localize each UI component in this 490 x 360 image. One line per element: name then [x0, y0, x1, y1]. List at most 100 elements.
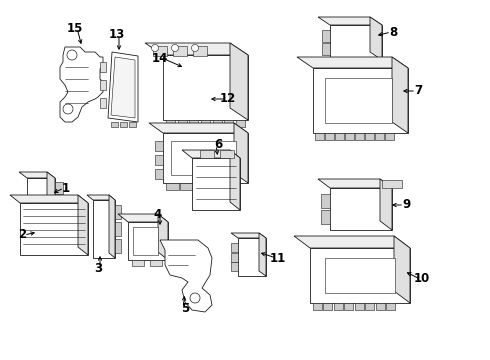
- Polygon shape: [259, 233, 266, 276]
- Bar: [355, 133, 364, 140]
- Text: 2: 2: [18, 229, 26, 242]
- Bar: [322, 30, 330, 42]
- Bar: [194, 183, 207, 190]
- Bar: [321, 194, 330, 208]
- Circle shape: [67, 50, 77, 60]
- Polygon shape: [118, 214, 168, 222]
- Bar: [322, 43, 330, 55]
- Bar: [323, 303, 332, 310]
- Bar: [132, 260, 144, 266]
- Bar: [382, 180, 402, 188]
- Bar: [55, 207, 63, 219]
- Bar: [316, 133, 324, 140]
- Bar: [166, 120, 175, 127]
- Bar: [231, 243, 238, 252]
- Bar: [100, 98, 106, 108]
- Bar: [231, 262, 238, 271]
- Bar: [129, 122, 136, 127]
- Text: 14: 14: [152, 51, 168, 64]
- Text: 7: 7: [414, 85, 422, 98]
- Polygon shape: [93, 200, 115, 258]
- Bar: [100, 80, 106, 90]
- Polygon shape: [318, 179, 392, 188]
- Bar: [321, 210, 330, 224]
- Bar: [335, 133, 344, 140]
- Polygon shape: [370, 17, 382, 60]
- Text: 9: 9: [402, 198, 410, 211]
- Polygon shape: [78, 195, 88, 255]
- Polygon shape: [230, 43, 248, 120]
- Polygon shape: [163, 55, 248, 120]
- Bar: [120, 122, 127, 127]
- Text: 1: 1: [62, 181, 70, 194]
- Polygon shape: [313, 68, 408, 133]
- Text: 12: 12: [220, 93, 236, 105]
- Bar: [375, 133, 384, 140]
- Bar: [111, 122, 118, 127]
- Polygon shape: [160, 240, 212, 312]
- Text: 10: 10: [414, 273, 430, 285]
- Polygon shape: [87, 195, 115, 200]
- Bar: [150, 260, 162, 266]
- Bar: [153, 46, 167, 56]
- Circle shape: [63, 104, 73, 114]
- Polygon shape: [380, 179, 392, 230]
- Bar: [115, 239, 121, 253]
- Bar: [155, 141, 163, 151]
- Polygon shape: [158, 214, 168, 260]
- Polygon shape: [297, 57, 408, 68]
- Polygon shape: [19, 172, 55, 178]
- Polygon shape: [310, 248, 410, 303]
- Polygon shape: [149, 123, 248, 133]
- Polygon shape: [128, 222, 168, 260]
- Polygon shape: [392, 57, 408, 133]
- Polygon shape: [238, 238, 266, 276]
- Bar: [385, 133, 393, 140]
- Text: 6: 6: [214, 139, 222, 152]
- Polygon shape: [20, 203, 88, 255]
- Circle shape: [192, 45, 198, 51]
- Bar: [193, 46, 207, 56]
- Bar: [55, 182, 63, 194]
- Polygon shape: [145, 43, 248, 55]
- Bar: [173, 46, 187, 56]
- Bar: [345, 133, 354, 140]
- Polygon shape: [230, 150, 240, 210]
- Bar: [386, 303, 395, 310]
- Bar: [166, 183, 178, 190]
- Bar: [355, 303, 364, 310]
- Bar: [334, 303, 343, 310]
- Bar: [178, 120, 187, 127]
- Bar: [365, 303, 374, 310]
- Polygon shape: [163, 133, 248, 183]
- Polygon shape: [109, 195, 115, 258]
- Text: 8: 8: [389, 26, 397, 39]
- Bar: [55, 220, 63, 232]
- Bar: [325, 258, 395, 293]
- Circle shape: [190, 293, 200, 303]
- Polygon shape: [111, 57, 135, 118]
- Bar: [236, 120, 245, 127]
- Bar: [325, 78, 392, 123]
- Bar: [344, 303, 353, 310]
- Polygon shape: [330, 188, 392, 230]
- Bar: [325, 133, 334, 140]
- Bar: [133, 227, 158, 255]
- Bar: [200, 150, 214, 158]
- Bar: [222, 183, 235, 190]
- Polygon shape: [234, 123, 248, 183]
- Circle shape: [151, 45, 158, 51]
- Bar: [190, 120, 198, 127]
- Bar: [155, 155, 163, 165]
- Bar: [201, 120, 210, 127]
- Bar: [100, 62, 106, 72]
- Polygon shape: [27, 178, 55, 236]
- Polygon shape: [182, 150, 240, 158]
- Bar: [313, 303, 322, 310]
- Polygon shape: [318, 17, 382, 25]
- Bar: [115, 205, 121, 219]
- Bar: [231, 252, 238, 261]
- Circle shape: [172, 45, 178, 51]
- Bar: [213, 120, 221, 127]
- Polygon shape: [192, 158, 240, 210]
